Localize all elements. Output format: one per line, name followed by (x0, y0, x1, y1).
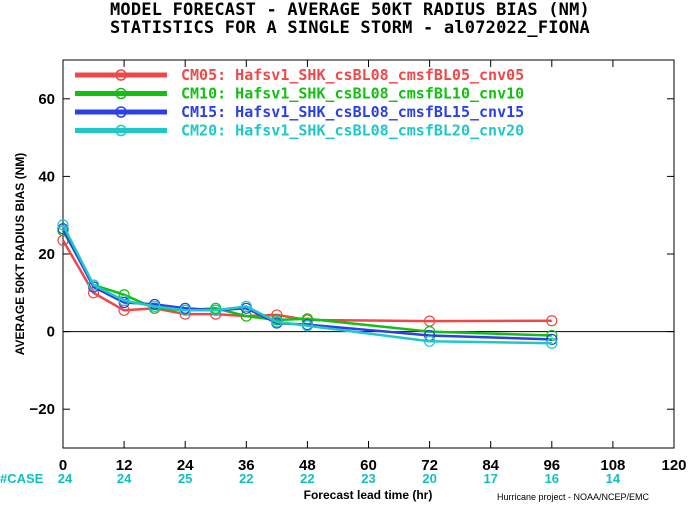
y-axis-label: AVERAGE 50KT RADIUS BIAS (NM) (13, 153, 27, 355)
credit-text: Hurricane project - NOAA/NCEP/EMC (497, 492, 650, 502)
y-tick-label: 40 (38, 168, 55, 185)
y-tick-label: 0 (47, 324, 55, 341)
data-point (179, 304, 191, 316)
legend-marker (115, 106, 127, 118)
x-axis-label: Forecast lead time (hr) (304, 488, 433, 502)
x-tick-label: 24 (177, 457, 194, 474)
data-point (546, 333, 558, 345)
data-point (210, 304, 222, 316)
case-count: 24 (58, 471, 73, 486)
x-tick-label: 48 (299, 457, 316, 474)
x-tick-label: 0 (59, 457, 67, 474)
case-label: #CASE (0, 471, 44, 486)
case-count: 23 (361, 471, 375, 486)
x-tick-label: 108 (600, 457, 625, 474)
case-count: 22 (300, 471, 314, 486)
data-point (271, 316, 283, 328)
data-point (118, 294, 130, 307)
chart-subtitle: STATISTICS FOR A SINGLE STORM - al072022… (109, 18, 590, 38)
y-tick-label: −20 (30, 401, 55, 418)
data-point (149, 300, 161, 312)
x-axis: 0 12 24 36 48 60 72 84 96 108 120 (59, 60, 687, 474)
legend-marker (115, 69, 127, 81)
series-line (61, 224, 552, 345)
x-tick-label: 120 (661, 457, 686, 474)
y-tick-label: 20 (38, 246, 55, 263)
legend-label: CM10: Hafsv1_SHK_csBL08_cmsfBL10_cnv10 (181, 85, 524, 103)
case-count: 17 (483, 471, 497, 486)
legend: CM05: Hafsv1_SHK_csBL08_cmsfBL05_cnv05CM… (75, 66, 524, 140)
x-tick-label: 84 (482, 457, 499, 474)
data-point (424, 335, 436, 347)
data-point (57, 223, 69, 235)
y-axis: −20 0 20 40 60 (30, 91, 674, 418)
case-counts: 24 24 25 22 22 23 20 17 16 14 (58, 471, 621, 486)
data-point (301, 320, 313, 332)
case-count: 24 (117, 471, 132, 486)
data-point (546, 337, 558, 349)
chart-title: MODEL FORECAST - AVERAGE 50KT RADIUS BIA… (109, 0, 590, 20)
series-4 (57, 219, 558, 349)
case-count: 14 (606, 471, 621, 486)
series-layer (57, 219, 558, 349)
data-point (240, 300, 252, 312)
legend-label: CM20: Hafsv1_SHK_csBL08_cmsfBL20_cnv20 (181, 122, 524, 140)
data-point (546, 329, 558, 342)
series-2 (57, 225, 558, 342)
legend-label: CM15: Hafsv1_SHK_csBL08_cmsfBL15_cnv15 (181, 103, 524, 121)
y-tick-label: 60 (38, 91, 55, 108)
x-tick-label: 12 (116, 457, 133, 474)
x-tick-label: 96 (543, 457, 560, 474)
data-point (57, 219, 69, 231)
x-tick-label: 36 (238, 457, 255, 474)
data-point (546, 315, 558, 327)
legend-label: CM05: Hafsv1_SHK_csBL08_cmsfBL05_cnv05 (181, 66, 524, 84)
case-count: 16 (545, 471, 559, 486)
series-line (61, 228, 552, 341)
case-count: 20 (422, 471, 436, 486)
series-line (61, 230, 552, 337)
x-tick-label: 72 (421, 457, 438, 474)
case-count: 22 (239, 471, 253, 486)
data-point (87, 279, 100, 291)
legend-marker (115, 124, 127, 137)
x-tick-label: 60 (360, 457, 377, 474)
case-count: 25 (178, 471, 192, 486)
series-1 (57, 234, 558, 327)
series-line (61, 239, 552, 323)
legend-marker (115, 87, 127, 100)
